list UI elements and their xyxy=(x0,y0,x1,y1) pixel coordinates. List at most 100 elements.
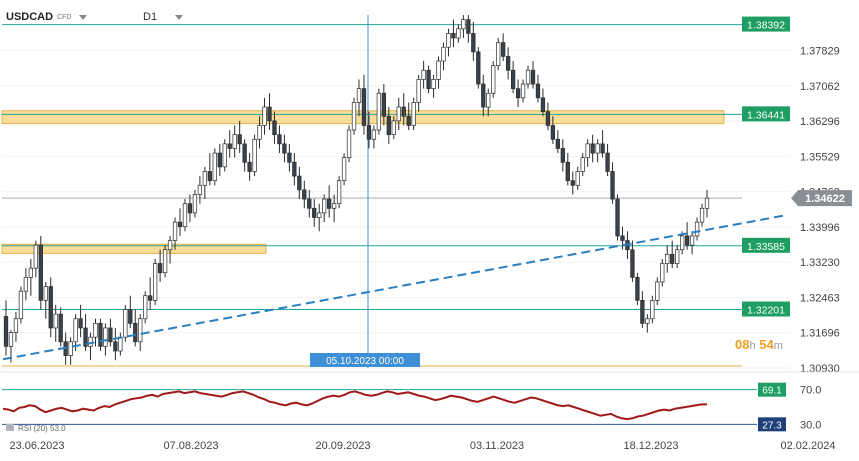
candle-body xyxy=(192,194,198,214)
rsi-panel: 70.0 30.0 69.1 27.3 RSI (20) 53.0 xyxy=(0,371,859,433)
crosshair-date-box xyxy=(310,353,420,367)
candle-body xyxy=(212,152,217,182)
candle-body xyxy=(88,336,93,347)
candle-body xyxy=(510,69,516,89)
candle-body xyxy=(187,203,193,214)
level-label: 1.33585 xyxy=(747,241,785,253)
y-tick-label: 1.35529 xyxy=(800,151,840,163)
candle-body xyxy=(103,327,108,347)
level-label: 1.32201 xyxy=(747,305,785,317)
candle-body xyxy=(272,120,277,136)
candle-body xyxy=(411,102,416,126)
candle-body xyxy=(128,309,133,324)
candle-body xyxy=(123,309,128,338)
candle-body xyxy=(386,115,391,136)
candle-body xyxy=(108,327,113,343)
x-tick-label: 07.08.2023 xyxy=(163,440,218,452)
candle-body xyxy=(476,51,481,85)
candle-body xyxy=(302,189,307,200)
candle-body xyxy=(287,152,292,163)
candle-body xyxy=(376,92,382,131)
price-zone xyxy=(1,243,267,254)
candle-body xyxy=(451,33,456,39)
candlesticks xyxy=(3,15,710,365)
candle-body xyxy=(530,69,536,85)
candle-body xyxy=(322,198,327,214)
candle-body xyxy=(520,83,526,99)
candle-body xyxy=(545,111,551,126)
candle-body xyxy=(550,125,556,140)
candle-body xyxy=(53,313,58,329)
level-label-box xyxy=(742,106,790,122)
symbol-selector[interactable]: USDCAD CFD xyxy=(6,9,88,25)
countdown-minutes-unit: m xyxy=(773,340,783,352)
candle-body xyxy=(660,263,665,283)
candle-body xyxy=(684,235,690,246)
candle-body xyxy=(73,318,78,343)
candle-body xyxy=(356,88,362,103)
candle-body xyxy=(341,157,347,182)
candle-body xyxy=(675,249,680,264)
candle-body xyxy=(297,175,302,191)
candle-body xyxy=(167,240,173,251)
candle-body xyxy=(317,212,322,218)
candle-body xyxy=(396,106,401,122)
candle-body xyxy=(615,198,620,237)
countdown-minutes: 54 xyxy=(759,337,774,352)
candle-body xyxy=(421,69,426,80)
current-price-label: 1.34622 xyxy=(805,193,845,205)
symbol-name: USDCAD xyxy=(6,11,54,23)
chevron-down-icon xyxy=(79,14,88,20)
y-tick-label: 1.31696 xyxy=(800,328,840,340)
candle-body xyxy=(282,143,287,154)
x-tick-label: 18.12.2023 xyxy=(623,440,678,452)
candle-body xyxy=(13,318,19,333)
candle-body xyxy=(152,263,158,301)
candle-body xyxy=(237,134,242,145)
x-axis: 23.06.2023 07.08.2023 20.09.2023 03.11.2023… xyxy=(9,440,835,452)
candle-body xyxy=(431,79,436,89)
timeframe-selector[interactable]: D1 xyxy=(143,9,184,25)
crosshair: 05.10.2023 00:00 xyxy=(310,15,420,368)
candle-body xyxy=(446,33,451,48)
horizontal-levels xyxy=(2,24,742,367)
candle-body xyxy=(505,56,511,71)
candle-body xyxy=(486,92,491,108)
grid xyxy=(2,49,790,369)
candle-body xyxy=(277,134,282,145)
candle-body xyxy=(565,161,570,182)
candle-body xyxy=(640,299,645,324)
candle-body xyxy=(535,83,541,99)
candle-body xyxy=(177,221,183,228)
candle-body xyxy=(172,221,178,241)
candle-body xyxy=(242,143,247,163)
rsi-settings-icon xyxy=(6,424,14,431)
candle-body xyxy=(689,235,695,246)
candle-body xyxy=(148,295,153,301)
candle-body xyxy=(381,92,386,117)
candle-body xyxy=(307,198,312,209)
candle-body xyxy=(471,33,476,53)
chevron-down-icon xyxy=(175,14,184,20)
candle-body xyxy=(28,267,34,278)
candle-body xyxy=(704,197,710,209)
candle-body xyxy=(426,69,431,89)
countdown-hours-unit: h xyxy=(749,340,756,352)
candle-body xyxy=(580,157,585,172)
level-label: 1.36441 xyxy=(747,109,785,121)
candle-body xyxy=(207,171,212,182)
candle-body xyxy=(605,152,610,172)
candle-body xyxy=(257,125,262,140)
candle-body xyxy=(555,138,561,149)
candle-body xyxy=(227,143,232,149)
candle-body xyxy=(635,276,640,301)
candle-body xyxy=(113,341,118,352)
candle-body xyxy=(182,203,188,228)
y-tick-label: 1.37062 xyxy=(800,81,840,93)
candle-body xyxy=(441,46,446,62)
candle-body xyxy=(461,19,466,30)
candle-body xyxy=(540,97,546,112)
candle-body xyxy=(48,286,53,329)
candle-body xyxy=(570,180,575,186)
